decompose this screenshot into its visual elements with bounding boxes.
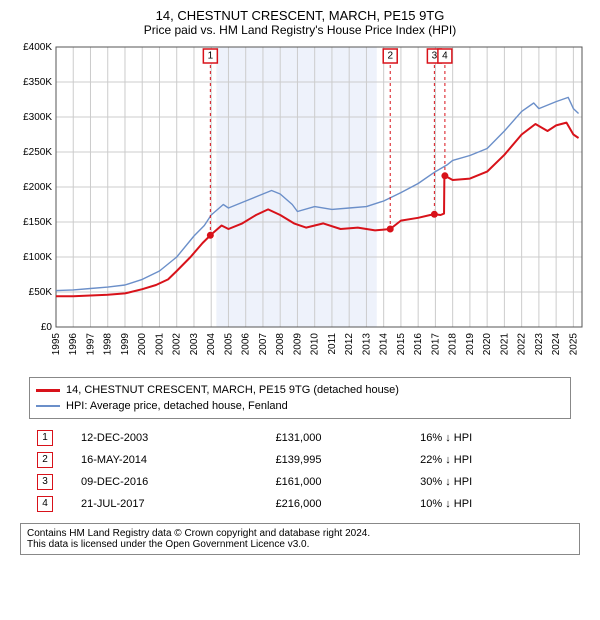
sale-date: 09-DEC-2016 — [73, 471, 268, 493]
svg-text:2003: 2003 — [189, 333, 200, 356]
sale-marker-cell: 3 — [29, 471, 73, 493]
sale-hpi-delta: 22% ↓ HPI — [412, 449, 571, 471]
svg-text:2019: 2019 — [465, 333, 476, 356]
sale-hpi-delta: 10% ↓ HPI — [412, 493, 571, 515]
sale-marker: 1 — [37, 430, 53, 446]
table-row: 3 09-DEC-2016 £161,000 30% ↓ HPI — [29, 471, 571, 493]
table-row: 2 16-MAY-2014 £139,995 22% ↓ HPI — [29, 449, 571, 471]
legend: 14, CHESTNUT CRESCENT, MARCH, PE15 9TG (… — [29, 377, 571, 419]
legend-item: HPI: Average price, detached house, Fenl… — [36, 398, 564, 414]
svg-text:2024: 2024 — [551, 333, 562, 356]
price-chart: £0 £50K £100K £150K £200K £250K £300K £350K £400… — [10, 41, 590, 371]
sale-hpi-delta: 16% ↓ HPI — [412, 427, 571, 449]
svg-text:£100K: £100K — [23, 252, 52, 263]
sale-marker: 4 — [37, 496, 53, 512]
svg-text:2000: 2000 — [137, 333, 148, 356]
svg-text:2010: 2010 — [310, 333, 321, 356]
legend-label: HPI: Average price, detached house, Fenl… — [66, 400, 288, 412]
svg-text:2001: 2001 — [154, 333, 165, 356]
chart-title: 14, CHESTNUT CRESCENT, MARCH, PE15 9TG P… — [10, 8, 590, 37]
sale-price: £216,000 — [268, 493, 413, 515]
svg-text:£150K: £150K — [23, 217, 52, 228]
svg-text:2017: 2017 — [430, 333, 441, 356]
svg-text:2: 2 — [387, 51, 393, 62]
svg-text:2015: 2015 — [396, 333, 407, 356]
svg-text:2014: 2014 — [379, 333, 390, 356]
svg-text:2005: 2005 — [223, 333, 234, 356]
sales-table: 1 12-DEC-2003 £131,000 16% ↓ HPI 2 16-MA… — [29, 427, 571, 515]
svg-text:£50K: £50K — [29, 287, 53, 298]
svg-text:2007: 2007 — [258, 333, 269, 356]
svg-text:£200K: £200K — [23, 182, 52, 193]
svg-text:2004: 2004 — [206, 333, 217, 356]
svg-text:2009: 2009 — [292, 333, 303, 356]
page-root: 14, CHESTNUT CRESCENT, MARCH, PE15 9TG P… — [0, 0, 600, 565]
sale-date: 16-MAY-2014 — [73, 449, 268, 471]
svg-text:2011: 2011 — [327, 333, 338, 355]
svg-text:2016: 2016 — [413, 333, 424, 356]
svg-text:2023: 2023 — [534, 333, 545, 356]
sale-marker: 3 — [37, 474, 53, 490]
svg-text:2006: 2006 — [241, 333, 252, 356]
attribution-line: Contains HM Land Registry data © Crown c… — [27, 528, 573, 539]
svg-text:£400K: £400K — [23, 42, 52, 53]
svg-text:2025: 2025 — [568, 333, 579, 356]
table-row: 1 12-DEC-2003 £131,000 16% ↓ HPI — [29, 427, 571, 449]
svg-text:4: 4 — [442, 51, 448, 62]
sale-price: £131,000 — [268, 427, 413, 449]
svg-text:1995: 1995 — [51, 333, 62, 356]
sale-hpi-delta: 30% ↓ HPI — [412, 471, 571, 493]
svg-text:2021: 2021 — [499, 333, 510, 356]
svg-text:£250K: £250K — [23, 147, 52, 158]
sale-marker-cell: 4 — [29, 493, 73, 515]
svg-text:2002: 2002 — [172, 333, 183, 356]
svg-text:2020: 2020 — [482, 333, 493, 356]
sale-price: £139,995 — [268, 449, 413, 471]
svg-text:1997: 1997 — [85, 333, 96, 356]
title-subtitle: Price paid vs. HM Land Registry's House … — [10, 23, 590, 37]
svg-text:1998: 1998 — [103, 333, 114, 356]
svg-text:3: 3 — [432, 51, 438, 62]
svg-text:2008: 2008 — [275, 333, 286, 356]
svg-text:1996: 1996 — [68, 333, 79, 356]
svg-text:£350K: £350K — [23, 77, 52, 88]
legend-swatch — [36, 389, 60, 392]
svg-text:2013: 2013 — [361, 333, 372, 356]
attribution: Contains HM Land Registry data © Crown c… — [20, 523, 580, 555]
svg-text:1999: 1999 — [120, 333, 131, 356]
sale-marker-cell: 2 — [29, 449, 73, 471]
legend-item: 14, CHESTNUT CRESCENT, MARCH, PE15 9TG (… — [36, 382, 564, 398]
title-address: 14, CHESTNUT CRESCENT, MARCH, PE15 9TG — [10, 8, 590, 23]
svg-text:2012: 2012 — [344, 333, 355, 356]
legend-label: 14, CHESTNUT CRESCENT, MARCH, PE15 9TG (… — [66, 384, 399, 396]
svg-text:£0: £0 — [41, 322, 53, 333]
sale-price: £161,000 — [268, 471, 413, 493]
legend-swatch — [36, 405, 60, 407]
svg-text:2022: 2022 — [517, 333, 528, 356]
sale-marker: 2 — [37, 452, 53, 468]
svg-text:£300K: £300K — [23, 112, 52, 123]
attribution-line: This data is licensed under the Open Gov… — [27, 539, 573, 550]
svg-text:1: 1 — [208, 51, 214, 62]
sale-date: 21-JUL-2017 — [73, 493, 268, 515]
svg-text:2018: 2018 — [448, 333, 459, 356]
sale-date: 12-DEC-2003 — [73, 427, 268, 449]
sale-marker-cell: 1 — [29, 427, 73, 449]
table-row: 4 21-JUL-2017 £216,000 10% ↓ HPI — [29, 493, 571, 515]
